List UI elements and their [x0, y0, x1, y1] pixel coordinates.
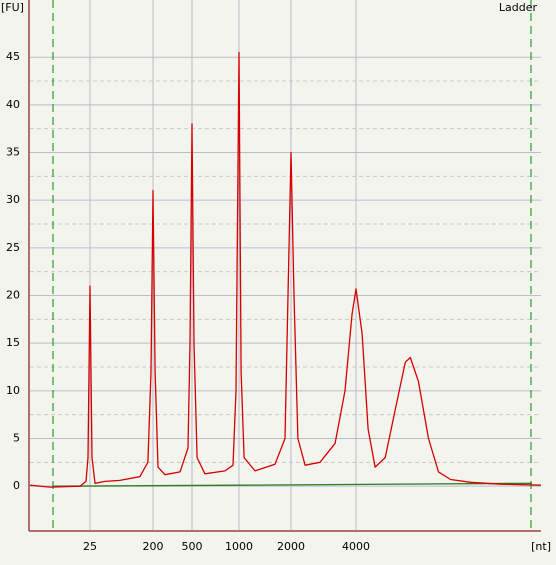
y-tick-label: 45 [6, 50, 20, 63]
series-line [29, 51, 542, 488]
y-tick-label: 35 [6, 146, 20, 159]
y-tick-label: 40 [6, 98, 20, 111]
plot-area [30, 0, 541, 530]
x-tick-label: 2000 [277, 540, 305, 553]
series-layer [29, 51, 542, 488]
x-tick-label: 200 [142, 540, 163, 553]
x-tick-label: 1000 [225, 540, 253, 553]
series-line [53, 482, 533, 487]
annotation: Ladder [499, 1, 538, 14]
x-axis-label: [nt] [531, 540, 551, 553]
grid [30, 0, 541, 530]
x-tick-label: 4000 [342, 540, 370, 553]
x-tick-label: 25 [83, 540, 97, 553]
y-tick-label: 20 [6, 289, 20, 302]
y-tick-label: 30 [6, 193, 20, 206]
y-tick-label: 5 [13, 431, 20, 444]
y-tick-label: 15 [6, 336, 20, 349]
y-tick-label: 10 [6, 384, 20, 397]
y-axis-label: [FU] [1, 1, 24, 14]
x-tick-label: 500 [181, 540, 202, 553]
y-tick-label: 0 [13, 479, 20, 492]
y-tick-label: 25 [6, 241, 20, 254]
